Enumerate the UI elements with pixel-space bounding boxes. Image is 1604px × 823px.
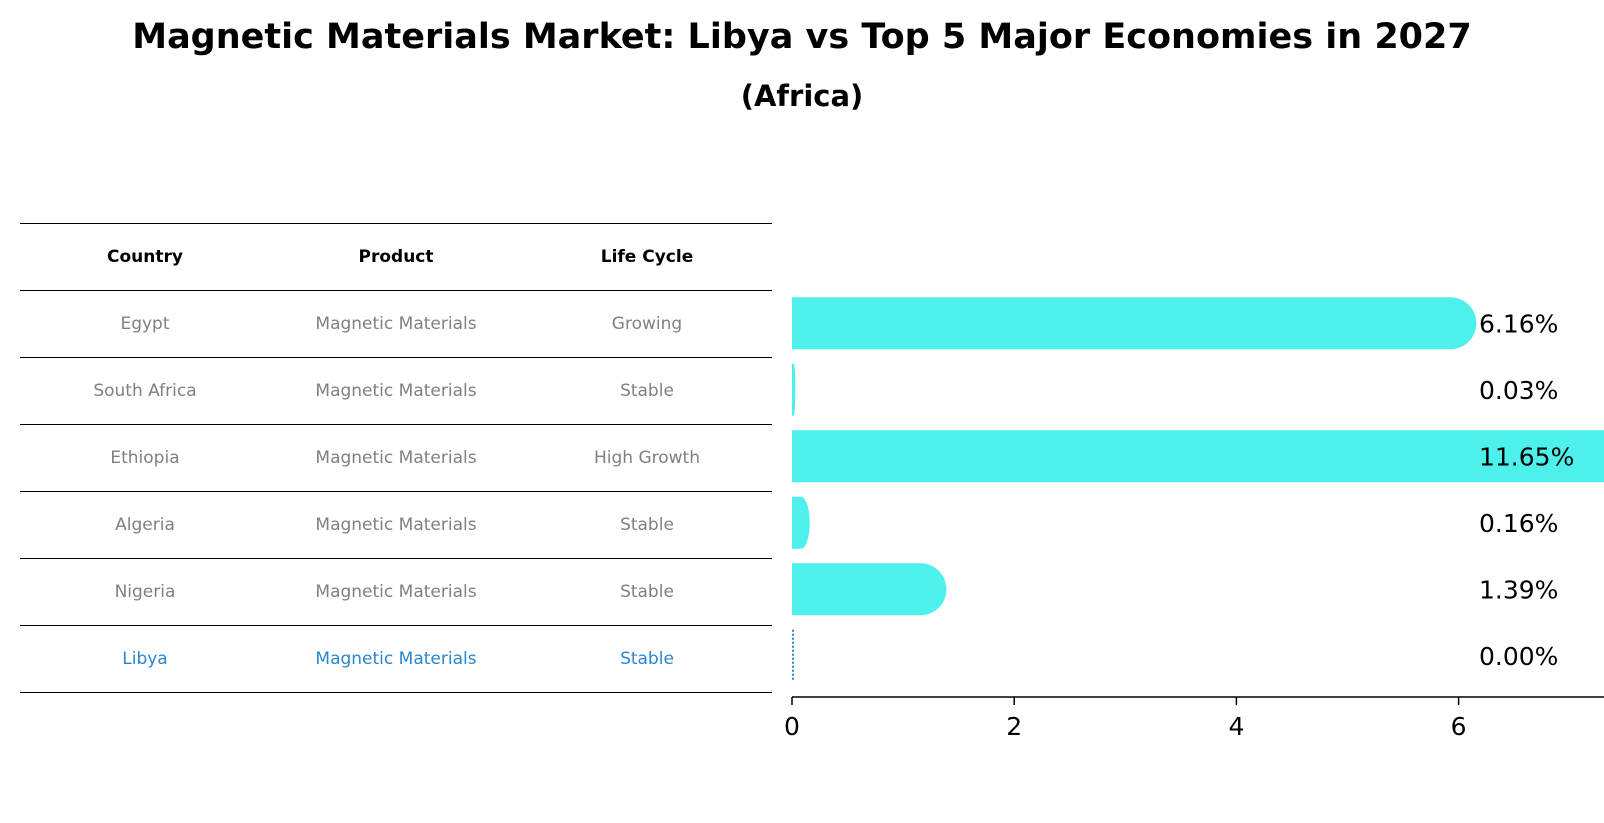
table-row: Egypt Magnetic Materials Growing <box>20 291 772 358</box>
cell-life-cycle: High Growth <box>593 448 700 468</box>
cell-product: Magnetic Materials <box>315 582 477 602</box>
table-row: South Africa Magnetic Materials Stable <box>20 358 772 425</box>
country-table: Country Product Life Cycle Egypt Magneti… <box>20 223 772 693</box>
header-product: Product <box>358 247 434 267</box>
cell-country: Libya <box>122 649 168 669</box>
cell-country: Nigeria <box>114 582 176 602</box>
x-tick-label: 2 <box>1006 712 1022 741</box>
x-tick-label: 0 <box>784 712 800 741</box>
cell-life-cycle: Stable <box>620 582 674 602</box>
table-header-row: Country Product Life Cycle <box>20 223 772 291</box>
bar-algeria <box>792 496 810 549</box>
value-label: 11.65% <box>1479 442 1574 471</box>
value-label: 0.03% <box>1479 376 1558 405</box>
cell-product: Magnetic Materials <box>315 314 477 334</box>
x-tick-label: 4 <box>1228 712 1244 741</box>
cell-country: Ethiopia <box>110 448 180 468</box>
header-country: Country <box>107 247 183 267</box>
cell-country: South Africa <box>93 381 197 401</box>
cell-product: Magnetic Materials <box>315 649 477 669</box>
table-row: Nigeria Magnetic Materials Stable <box>20 559 772 626</box>
cell-product: Magnetic Materials <box>315 515 477 535</box>
table-row: Ethiopia Magnetic Materials High Growth <box>20 425 772 492</box>
chart-subtitle: (Africa) <box>740 79 864 113</box>
bar-south-africa <box>792 363 796 416</box>
cell-product: Magnetic Materials <box>315 381 477 401</box>
value-label: 0.16% <box>1479 509 1558 538</box>
value-label: 1.39% <box>1479 575 1558 604</box>
cell-life-cycle: Stable <box>620 649 674 669</box>
cell-product: Magnetic Materials <box>315 448 477 468</box>
chart-title: Magnetic Materials Market: Libya vs Top … <box>132 17 1472 57</box>
cell-country: Egypt <box>120 314 170 334</box>
x-tick-label: 6 <box>1451 712 1467 741</box>
cell-life-cycle: Stable <box>620 381 674 401</box>
table-row-highlight: Libya Magnetic Materials Stable <box>20 626 772 693</box>
bar-egypt <box>792 297 1477 350</box>
table-row: Algeria Magnetic Materials Stable <box>20 492 772 559</box>
header-life-cycle: Life Cycle <box>600 247 694 267</box>
bar-nigeria <box>792 563 947 616</box>
bar-ethiopia <box>792 430 1604 483</box>
value-label: 0.00% <box>1479 642 1558 671</box>
cell-life-cycle: Growing <box>611 314 683 334</box>
cell-country: Algeria <box>115 515 175 535</box>
cell-life-cycle: Stable <box>620 515 674 535</box>
value-label: 6.16% <box>1479 309 1558 338</box>
